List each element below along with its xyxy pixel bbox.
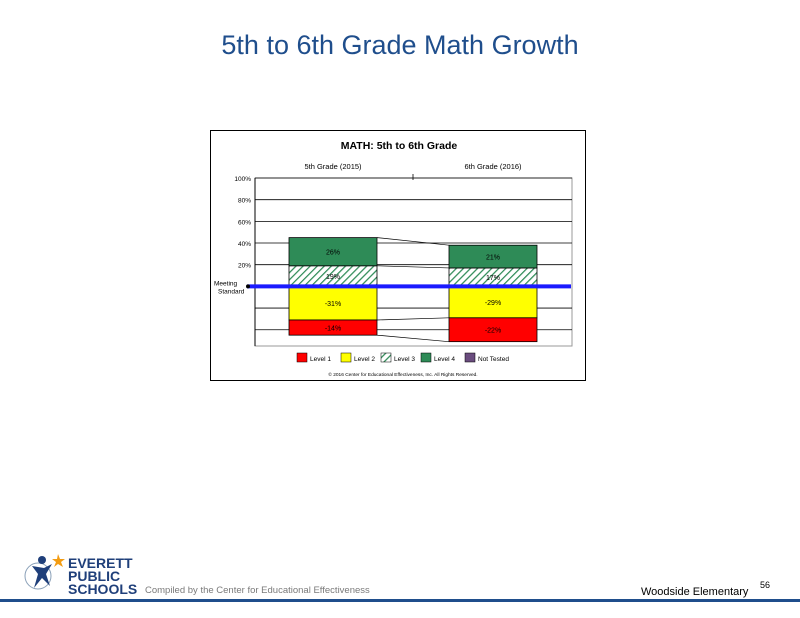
legend-label: Not Tested — [478, 356, 509, 363]
footer-divider — [0, 599, 800, 602]
data-label: 19% — [326, 274, 340, 281]
data-label: -31% — [325, 301, 341, 308]
school-name: Woodside Elementary — [641, 586, 749, 598]
chart-copyright: © 2016 Center for Educational Effectiven… — [328, 371, 477, 378]
bar-segment — [448, 244, 538, 269]
legend-label: Level 4 — [434, 356, 455, 363]
connector-line — [376, 317, 450, 321]
connector-line — [376, 265, 450, 269]
data-label: 26% — [326, 250, 340, 257]
legend-label: Level 2 — [354, 356, 375, 363]
compiled-by-note: Compiled by the Center for Educational E… — [145, 585, 370, 596]
data-label: -14% — [325, 326, 341, 333]
legend-label: Level 1 — [310, 356, 331, 363]
meeting-standard-marker — [246, 284, 250, 289]
legend-swatch — [464, 352, 476, 363]
logo-line-public: PUBLIC — [68, 568, 121, 584]
page-number: 56 — [760, 580, 771, 590]
y-tick-label: 100% — [234, 176, 251, 183]
chart-frame: MATH: 5th to 6th Grade 100% 80% 60% 40% 20% 5… — [210, 130, 586, 381]
y-tick-label: 60% — [238, 219, 251, 226]
y-tick-label: 20% — [238, 263, 251, 270]
category-label: 6th Grade (2016) — [464, 162, 522, 171]
connector-line — [376, 237, 450, 246]
data-label: -29% — [485, 300, 501, 307]
chart-svg: MATH: 5th to 6th Grade 100% 80% 60% 40% 20% 5… — [214, 140, 573, 378]
connector-line — [376, 334, 450, 343]
legend-swatch — [340, 352, 352, 363]
everett-logo-icon — [24, 554, 65, 590]
legend-swatch — [380, 352, 392, 363]
data-label: -22% — [485, 328, 501, 335]
slide-title: 5th to 6th Grade Math Growth — [221, 30, 579, 60]
logo-line-everett: EVERETT — [68, 555, 133, 571]
meeting-standard-label: Meeting — [214, 280, 238, 287]
legend-swatch — [420, 352, 432, 363]
bar-segment — [288, 319, 378, 336]
data-label: 21% — [486, 255, 500, 262]
legend-swatch — [296, 352, 308, 363]
y-tick-label: 80% — [238, 198, 251, 205]
legend-label: Level 3 — [394, 356, 415, 363]
logo-wordmark: EVERETT PUBLIC SCHOOLS — [68, 555, 138, 597]
category-label: 5th Grade (2015) — [304, 162, 362, 171]
logo-line-schools: SCHOOLS — [68, 581, 138, 597]
bar-segment — [448, 317, 538, 343]
data-label: 17% — [486, 275, 500, 282]
bar-segment — [288, 237, 378, 267]
chart-title: MATH: 5th to 6th Grade — [341, 140, 458, 152]
y-tick-label: 40% — [238, 241, 251, 248]
meeting-standard-label: Standard — [218, 288, 245, 295]
